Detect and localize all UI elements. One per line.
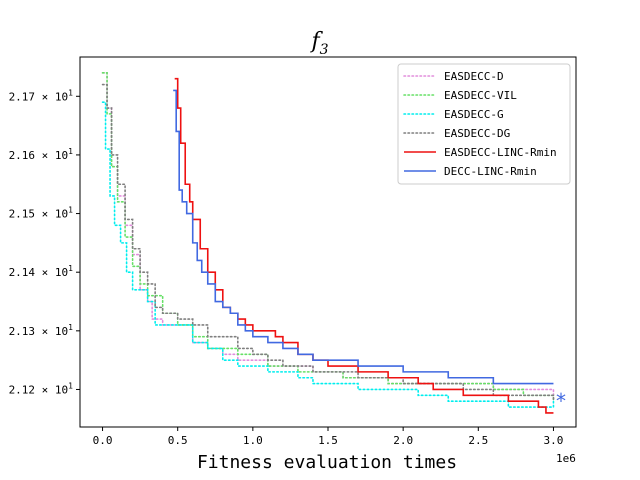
x-tick-label: 0.0 [93,434,113,447]
y-tick-label: 2.16 × 101 [9,147,74,162]
series-layer: * [101,72,566,414]
legend-label: EASDECC-LINC-Rmin [444,146,557,159]
x-tick-label: 3.0 [544,434,564,447]
legend-label: EASDECC-D [444,70,504,83]
legend-box [397,63,571,185]
chart-title-sub: 3 [320,42,329,58]
series-line-4 [101,83,555,402]
x-tick-label: 2.0 [393,434,413,447]
legend: EASDECC-D EASDECC-VIL EASDECC-G EASDECC-DG E… [397,63,571,185]
x-axis-label: Fitness evaluation times [197,452,457,473]
y-tick-label: 2.12 × 101 [9,381,74,396]
legend-label: EASDECC-VIL [444,89,517,102]
series-line-6 [173,89,554,385]
series-line-5 [174,77,554,414]
ticks-layer: 0.0 0.5 1.0 1.5 2.0 2.5 3.0 2.12 × 101 2.13 × 10… [9,88,564,447]
x-tick-label: 1.5 [318,434,338,447]
best-marker: * [556,389,566,413]
x-tick-label: 2.5 [468,434,488,447]
legend-label: EASDECC-DG [444,127,510,140]
chart-title: f3 [309,29,328,58]
y-tick-label: 2.13 × 101 [9,323,74,338]
x-tick-label: 1.0 [243,434,263,447]
y-tick-label: 2.14 × 101 [9,264,74,279]
y-tick-label: 2.17 × 101 [9,88,74,103]
legend-label: EASDECC-G [444,108,504,121]
series-line-3 [101,101,555,408]
x-axis-multiplier: 1e6 [556,452,576,465]
legend-label: DECC-LINC-Rmin [444,165,537,178]
x-tick-label: 0.5 [168,434,188,447]
y-tick-label: 2.15 × 101 [9,206,74,221]
